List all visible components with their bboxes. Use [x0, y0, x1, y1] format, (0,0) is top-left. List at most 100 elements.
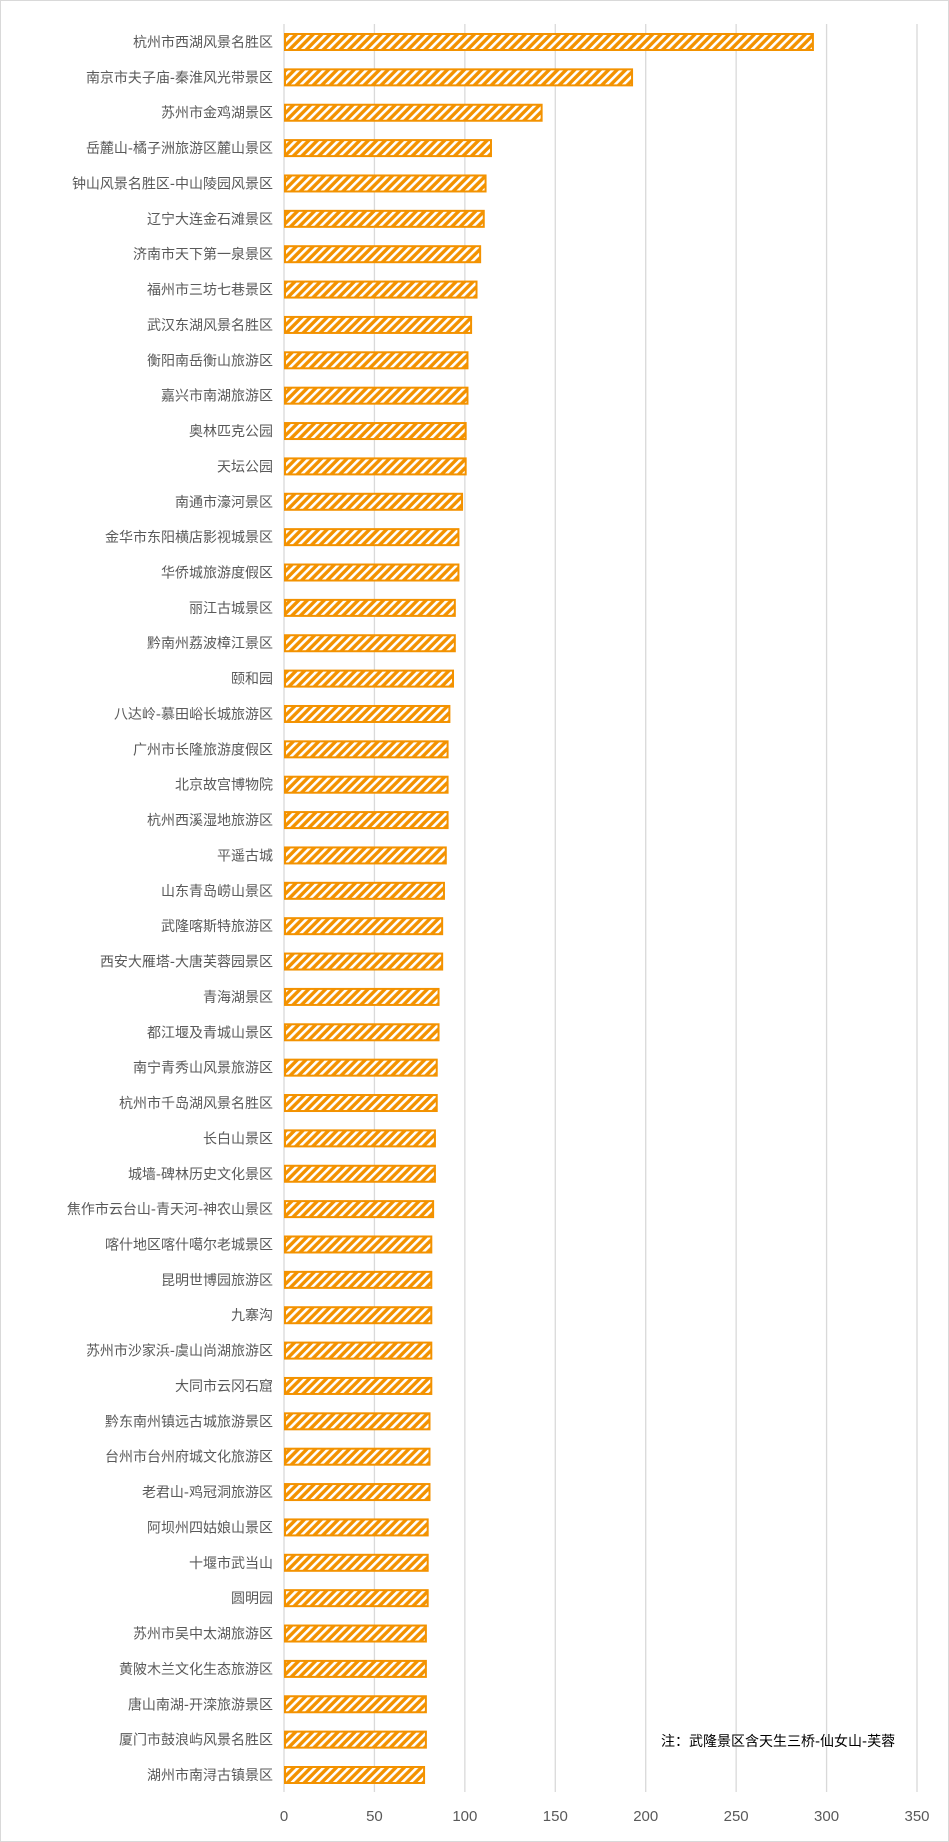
- category-label: 杭州西溪湿地旅游区: [147, 813, 273, 829]
- bar: [284, 1164, 436, 1183]
- bar: [284, 1589, 429, 1608]
- category-label: 奥林匹克公园: [189, 423, 273, 440]
- category-label: 嘉兴市南湖旅游区: [161, 388, 273, 405]
- category-label: 平遥古城: [217, 848, 273, 864]
- bar: [284, 280, 478, 299]
- category-label: 苏州市沙家浜-虞山尚湖旅游区: [86, 1343, 273, 1360]
- category-label: 苏州市金鸡湖景区: [161, 105, 273, 122]
- bar: [284, 598, 456, 617]
- bar: [284, 811, 449, 830]
- category-label: 南宁青秀山风景旅游区: [133, 1060, 273, 1077]
- category-label: 十堰市武当山: [189, 1555, 273, 1572]
- category-label: 北京故宫博物院: [175, 777, 273, 794]
- category-label: 杭州市千岛湖风景名胜区: [119, 1095, 273, 1112]
- bar: [284, 1624, 427, 1643]
- bar: [284, 1341, 433, 1360]
- bar: [284, 1659, 427, 1678]
- category-label: 八达岭-慕田峪长城旅游区: [114, 707, 273, 723]
- category-label: 黄陂木兰文化生态旅游区: [119, 1661, 273, 1678]
- bar: [284, 351, 469, 370]
- chart-annotation: 注：武隆景区含天生三桥-仙女山-芙蓉: [661, 1734, 896, 1750]
- bar: [284, 1483, 431, 1502]
- category-label: 湖州市南浔古镇景区: [147, 1767, 273, 1784]
- bar: [284, 1023, 440, 1042]
- category-label: 武汉东湖风景名胜区: [147, 318, 273, 334]
- x-tick-label: 300: [814, 1808, 839, 1825]
- x-tick-label: 350: [904, 1808, 929, 1825]
- category-label: 钟山风景名胜区-中山陵园风景区: [72, 175, 273, 192]
- bar: [284, 68, 634, 87]
- category-label: 岳麓山-橘子洲旅游区麓山景区: [86, 141, 273, 157]
- bar: [284, 917, 444, 936]
- bar: [284, 846, 447, 865]
- bar: [284, 139, 492, 158]
- category-label: 都江堰及青城山景区: [147, 1025, 273, 1041]
- category-label: 杭州市西湖风景名胜区: [133, 34, 273, 51]
- category-label: 苏州市吴中太湖旅游区: [133, 1626, 273, 1643]
- bar: [284, 1766, 426, 1784]
- bar: [284, 33, 814, 51]
- category-label: 南通市濠河景区: [175, 494, 273, 511]
- bar: [284, 209, 485, 228]
- bar: [284, 1695, 427, 1714]
- category-label: 阿坝州四姑娘山景区: [147, 1520, 273, 1536]
- bar: [284, 563, 460, 582]
- bar: [284, 669, 455, 688]
- bar: [284, 1518, 429, 1537]
- bar: [284, 457, 467, 476]
- bar: [284, 1270, 433, 1289]
- bar: [284, 952, 444, 971]
- bar: [284, 245, 482, 264]
- category-label: 金华市东阳横店影视城景区: [105, 529, 273, 546]
- category-label: 圆明园: [231, 1591, 273, 1607]
- category-label: 昆明世博园旅游区: [161, 1272, 273, 1289]
- category-label: 焦作市云台山-青天河-神农山景区: [67, 1201, 273, 1218]
- bar: [284, 634, 456, 653]
- x-tick-label: 250: [724, 1808, 749, 1825]
- bar: [284, 422, 467, 441]
- x-tick-label: 0: [280, 1808, 288, 1825]
- category-label: 衡阳南岳衡山旅游区: [147, 353, 273, 369]
- category-label: 厦门市鼓浪屿风景名胜区: [119, 1732, 273, 1749]
- category-label: 黔南州荔波樟江景区: [147, 635, 273, 652]
- category-label: 武隆喀斯特旅游区: [161, 919, 273, 935]
- category-label: 老君山-鸡冠洞旅游区: [142, 1484, 273, 1501]
- bar: [284, 315, 473, 334]
- category-label: 南京市夫子庙-秦淮风光带景区: [86, 69, 273, 86]
- category-label: 九寨沟: [231, 1307, 273, 1324]
- bar: [284, 1306, 433, 1325]
- bar: [284, 704, 451, 723]
- bar: [284, 881, 445, 900]
- bar: [284, 1200, 435, 1219]
- bar: [284, 987, 440, 1006]
- x-tick-label: 200: [633, 1808, 658, 1825]
- category-label: 济南市天下第一泉景区: [133, 246, 273, 263]
- category-label: 大同市云冈石窟: [175, 1378, 273, 1395]
- x-tick-label: 50: [366, 1808, 383, 1825]
- bar: [284, 1094, 438, 1113]
- category-label: 台州市台州府城文化旅游区: [105, 1449, 273, 1466]
- category-label: 福州市三坊七巷景区: [147, 282, 273, 299]
- bar: [284, 1129, 436, 1148]
- category-label: 山东青岛崂山景区: [161, 884, 273, 900]
- bar: [284, 386, 469, 405]
- x-tick-label: 150: [543, 1808, 568, 1825]
- category-label: 黔东南州镇远古城旅游景区: [105, 1414, 273, 1430]
- category-label: 唐山南湖-开滦旅游景区: [128, 1696, 273, 1713]
- bar: [284, 174, 487, 193]
- bar: [284, 1730, 427, 1749]
- category-label: 丽江古城景区: [189, 601, 273, 617]
- bar: [284, 1412, 431, 1431]
- category-label: 广州市长隆旅游度假区: [133, 741, 273, 758]
- bar: [284, 1553, 429, 1572]
- bar: [284, 1376, 433, 1395]
- bar: [284, 775, 449, 794]
- bar: [284, 103, 543, 122]
- category-label: 喀什地区喀什噶尔老城景区: [105, 1237, 273, 1253]
- category-label: 华侨城旅游度假区: [161, 566, 273, 582]
- category-label: 城墙-碑林历史文化景区: [128, 1167, 273, 1183]
- bar: [284, 528, 460, 547]
- bar: [284, 492, 464, 511]
